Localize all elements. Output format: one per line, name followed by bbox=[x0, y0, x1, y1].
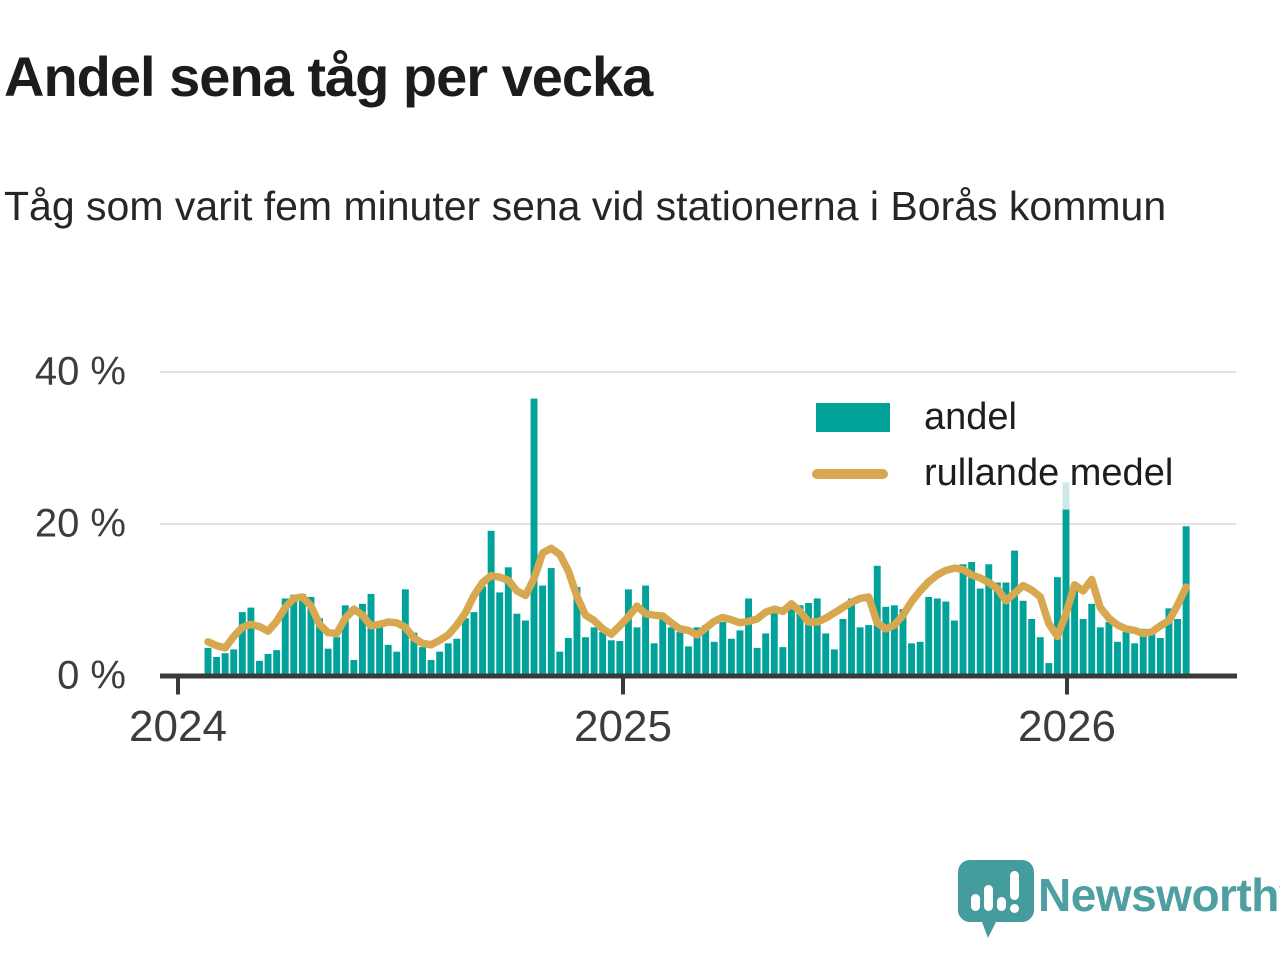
x-tick-2026: 2026 bbox=[1018, 702, 1116, 751]
y-tick-20: 20 % bbox=[34, 501, 126, 546]
x-tick-2024: 2024 bbox=[129, 702, 227, 751]
newsworthy-logo: Newsworthy bbox=[956, 858, 1280, 942]
y-tick-0: 0 % bbox=[57, 653, 126, 698]
newsworthy-logo-icon bbox=[958, 860, 1034, 938]
legend-label-rullande-medel: rullande medel bbox=[924, 452, 1174, 494]
legend-item-andel: andel bbox=[812, 396, 1017, 439]
legend-label-andel: andel bbox=[924, 396, 1017, 438]
page-title: Andel sena tåg per vecka bbox=[4, 45, 653, 108]
newsworthy-wordmark: Newsworthy bbox=[1038, 869, 1280, 921]
legend-swatch-andel bbox=[816, 403, 890, 432]
legend-swatch-rullande-medel bbox=[812, 468, 888, 479]
x-tick-2025: 2025 bbox=[574, 702, 672, 751]
chart-subtitle: Tåg som varit fem minuter sena vid stati… bbox=[4, 183, 1167, 229]
y-tick-40: 40 % bbox=[34, 349, 126, 394]
legend-item-rullande-medel: rullande medel bbox=[812, 452, 1173, 495]
